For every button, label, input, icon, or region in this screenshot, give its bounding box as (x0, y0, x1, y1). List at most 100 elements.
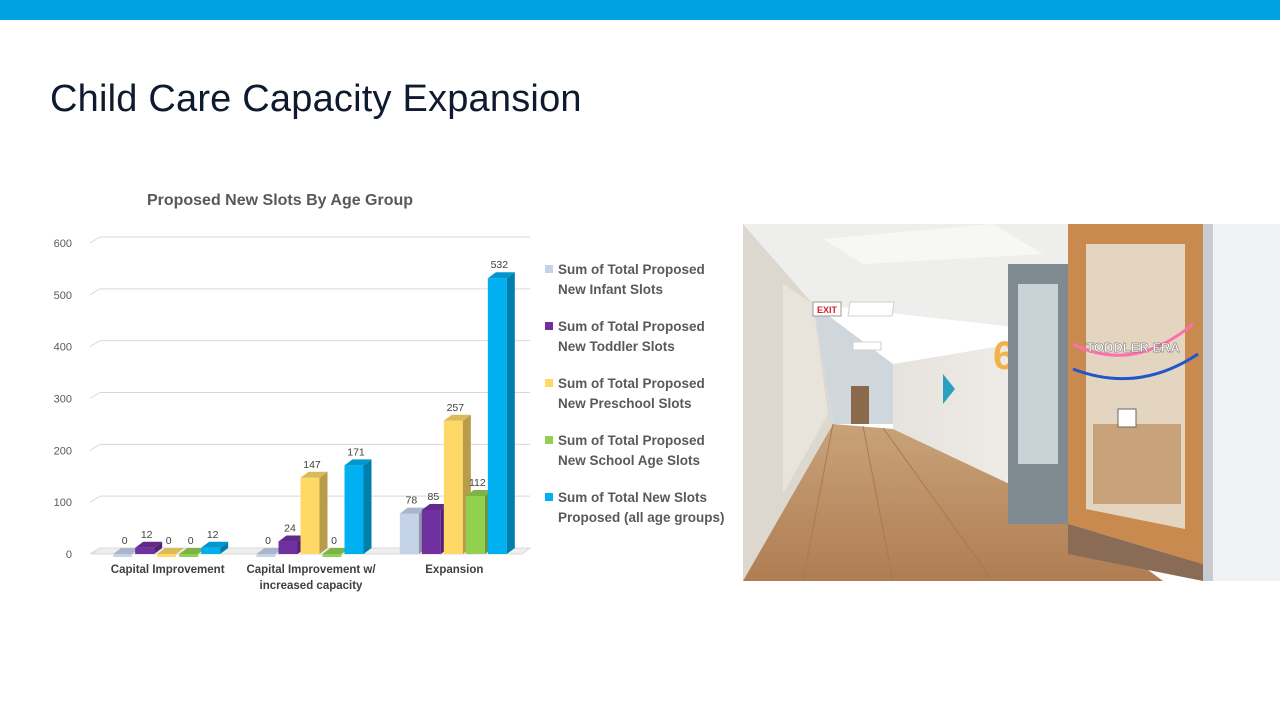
bar-top (135, 541, 163, 548)
bar-side (154, 541, 163, 554)
legend-swatch (545, 265, 553, 273)
top-accent-bar (0, 0, 1280, 20)
exit-sign (812, 301, 842, 317)
legend-label: Sum of Total Proposed New School Age Slo… (558, 433, 705, 468)
bar (135, 541, 163, 554)
legend-swatch (545, 493, 553, 501)
bar (322, 548, 350, 557)
y-tick-label: 300 (54, 394, 72, 406)
chart-legend: Sum of Total Proposed New Infant Slots Su… (545, 260, 725, 545)
legend-label: Sum of Total Proposed New Preschool Slot… (558, 376, 705, 411)
bar-side (363, 459, 372, 554)
y-tick-label: 100 (54, 497, 72, 509)
legend-item: Sum of Total Proposed New Toddler Slots (545, 317, 725, 357)
bar-chart: 0 100 200 300 400 500 600 0 12 0 0 12 Capital Improv… (54, 236, 532, 592)
y-tick-label: 200 (54, 445, 72, 457)
bar-top (399, 507, 427, 514)
legend-label: Sum of Total Proposed New Infant Slots (558, 262, 705, 297)
bar-top (201, 541, 229, 548)
legend-label: Sum of Total Proposed New Toddler Slots (558, 319, 705, 354)
legend-item: Sum of Total Proposed New School Age Slo… (545, 431, 725, 471)
bar-front (256, 554, 276, 557)
bar (487, 272, 515, 554)
chart-bars (113, 272, 515, 557)
gridline-depth (89, 288, 101, 296)
y-tick-label: 0 (66, 549, 72, 561)
bar (179, 548, 207, 557)
door-banner-text: TODDLER ERA (1086, 340, 1180, 355)
legend-item: Sum of Total Proposed New Infant Slots (545, 260, 725, 300)
bar-top (487, 272, 515, 279)
gridline-depth (89, 392, 101, 399)
bar-top (421, 503, 449, 510)
x-category-label: Capital Improvement w/ (246, 564, 376, 576)
data-label: 0 (331, 535, 337, 547)
bar-side (506, 272, 515, 554)
data-label: 171 (347, 446, 365, 458)
data-label: 532 (491, 259, 509, 271)
data-label: 257 (447, 402, 465, 414)
chart-title: Proposed New Slots By Age Group (146, 192, 414, 209)
bar (344, 459, 372, 554)
data-label: 24 (284, 523, 296, 535)
legend-swatch (545, 322, 553, 330)
bar-front (300, 477, 320, 554)
data-label: 78 (405, 495, 417, 507)
bar-front (278, 541, 298, 554)
bar (113, 548, 141, 557)
gridline-depth (89, 495, 101, 503)
bar-side (319, 471, 328, 554)
chart-area: Proposed New Slots By Age Group 0 100 200 3… (40, 180, 740, 600)
ceiling-light (852, 341, 882, 351)
gridline-depth (89, 340, 101, 348)
data-label: 12 (207, 529, 219, 541)
hallway-photo: EXIT 6 TODDLER ERA (743, 224, 1280, 581)
bar-front (465, 495, 485, 554)
far-door (851, 386, 869, 424)
bar-side (220, 541, 229, 554)
bar-front (157, 554, 177, 557)
data-label: 85 (427, 491, 439, 503)
data-label: 0 (166, 535, 172, 547)
y-tick-label: 400 (54, 342, 72, 354)
bar-top (157, 548, 185, 554)
bar-front (201, 547, 221, 554)
bar-front (421, 509, 441, 554)
gridline-depth (89, 236, 101, 244)
bar-top (443, 414, 471, 421)
bar-top (113, 548, 141, 554)
bar-top (465, 489, 493, 496)
bar (157, 548, 185, 557)
x-category-label: Expansion (425, 564, 483, 576)
hallway-photo-illustration: EXIT 6 TODDLER ERA (743, 224, 1280, 581)
legend-label: Sum of Total New Slots Proposed (all age… (558, 490, 725, 525)
y-tick-label: 500 (54, 290, 72, 302)
ceiling-light (847, 301, 895, 317)
data-label: 112 (469, 477, 486, 489)
x-category-label: increased capacity (260, 580, 364, 592)
bar-front (344, 465, 364, 554)
legend-swatch (545, 436, 553, 444)
data-label: 12 (141, 529, 153, 541)
bar (443, 414, 471, 554)
legend-item: Sum of Total New Slots Proposed (all age… (545, 488, 725, 528)
bar-top (344, 459, 372, 466)
bar-front (443, 420, 463, 554)
data-label: 0 (122, 535, 128, 547)
data-label: 0 (265, 535, 271, 547)
bar-front (135, 547, 155, 554)
bar-top (278, 535, 306, 542)
legend-item: Sum of Total Proposed New Preschool Slot… (545, 374, 725, 414)
x-category-label: Capital Improvement (111, 564, 225, 576)
bar (256, 548, 284, 557)
y-tick-label: 600 (54, 238, 72, 250)
bar-top (300, 471, 328, 478)
bar-top (179, 548, 207, 554)
chart-labels: 0 100 200 300 400 500 600 0 12 0 0 12 Capital Improv… (54, 238, 509, 592)
exit-sign-text: EXIT (817, 305, 838, 315)
bar (201, 541, 229, 554)
data-label: 147 (303, 459, 321, 471)
bar-front (487, 278, 507, 554)
bar-top (256, 548, 284, 554)
bar-front (399, 513, 419, 554)
